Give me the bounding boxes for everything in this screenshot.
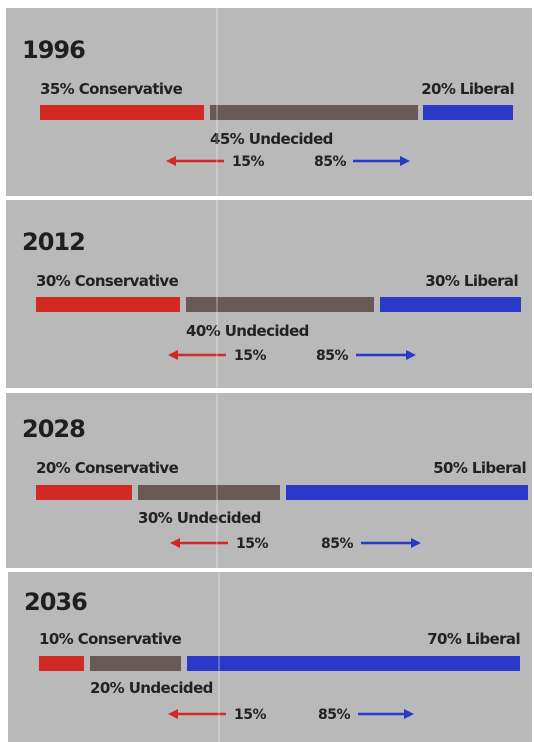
liberal-label: 30% Liberal: [425, 272, 518, 290]
left-percent: 15%: [234, 348, 266, 364]
panel-2012: 2012 30% Conservative 30% Liberal 40% Un…: [6, 200, 532, 388]
undecided-bar: [186, 297, 374, 312]
shift-arrows: 15% 85%: [168, 707, 414, 723]
left-percent: 15%: [234, 707, 266, 723]
conservative-label: 35% Conservative: [40, 80, 183, 98]
year-label: 2036: [24, 588, 88, 616]
right-arrow: [358, 709, 414, 719]
right-percent: 85%: [314, 154, 346, 170]
year-label: 2012: [22, 228, 86, 256]
liberal-bar: [380, 297, 521, 312]
undecided-bar: [90, 656, 181, 671]
undecided-label: 20% Undecided: [90, 679, 213, 697]
conservative-bar: [36, 485, 132, 500]
right-arrow: [361, 538, 421, 548]
liberal-bar: [286, 485, 528, 500]
conservative-label: 20% Conservative: [36, 459, 179, 477]
liberal-label: 70% Liberal: [427, 630, 520, 648]
liberal-bar: [423, 105, 513, 120]
conservative-bar: [39, 656, 84, 671]
year-label: 2028: [22, 415, 86, 443]
left-arrow: [168, 350, 226, 360]
conservative-label: 30% Conservative: [36, 272, 179, 290]
undecided-label: 45% Undecided: [210, 130, 333, 148]
undecided-label: 30% Undecided: [138, 509, 261, 527]
shift-arrows: 15% 85%: [166, 154, 410, 170]
liberal-bar: [187, 656, 520, 671]
liberal-label: 20% Liberal: [421, 80, 514, 98]
panel-2036: 2036 10% Conservative 70% Liberal 20% Un…: [8, 572, 532, 742]
panel-1996: 1996 35% Conservative 20% Liberal 45% Un…: [6, 8, 532, 196]
right-percent: 85%: [316, 348, 348, 364]
left-percent: 15%: [232, 154, 264, 170]
year-label: 1996: [22, 36, 86, 64]
right-percent: 85%: [318, 707, 350, 723]
left-arrow: [166, 156, 224, 166]
undecided-bar: [138, 485, 280, 500]
shift-arrows: 15% 85%: [168, 348, 416, 364]
left-arrow: [168, 709, 226, 719]
right-arrow: [353, 156, 410, 166]
right-arrow: [356, 350, 416, 360]
conservative-label: 10% Conservative: [39, 630, 182, 648]
right-percent: 85%: [321, 536, 353, 552]
conservative-bar: [36, 297, 180, 312]
panel-2028: 2028 20% Conservative 50% Liberal 30% Un…: [6, 393, 532, 568]
left-percent: 15%: [236, 536, 268, 552]
liberal-label: 50% Liberal: [433, 459, 526, 477]
shift-arrows: 15% 85%: [170, 536, 421, 552]
left-arrow: [170, 538, 228, 548]
undecided-bar: [210, 105, 418, 120]
conservative-bar: [40, 105, 204, 120]
